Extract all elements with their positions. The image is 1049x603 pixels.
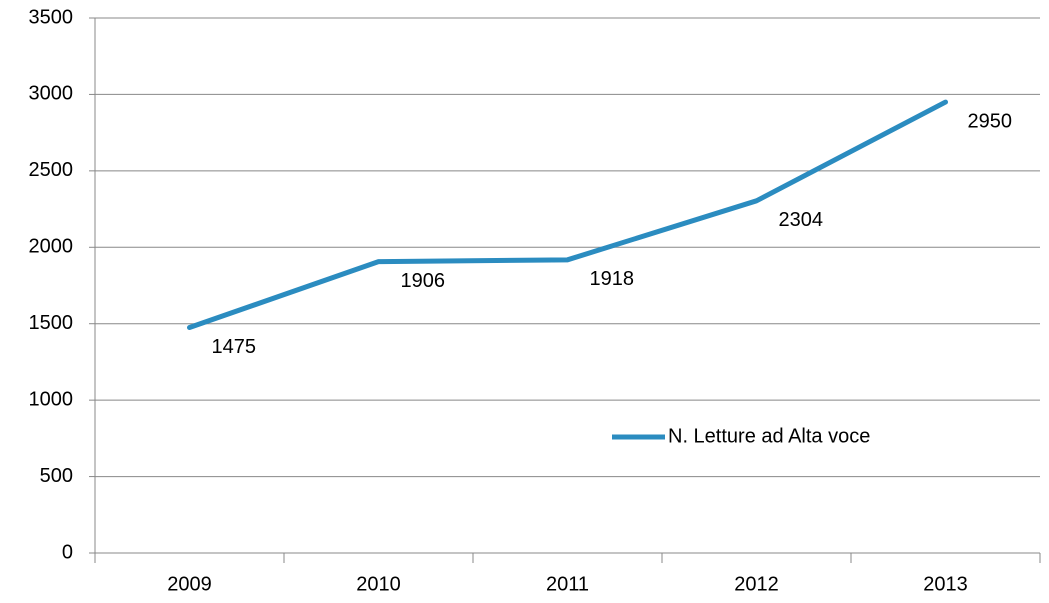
y-tick-label: 500 (40, 465, 73, 487)
data-label: 2950 (968, 110, 1013, 132)
data-label: 2304 (779, 209, 824, 231)
data-label: 1906 (401, 270, 446, 292)
y-tick-label: 1000 (29, 388, 74, 410)
y-tick-label: 3500 (29, 6, 74, 28)
y-tick-label: 1500 (29, 312, 74, 334)
y-tick-label: 2000 (29, 236, 74, 258)
y-tick-label: 3000 (29, 83, 74, 105)
legend-label: N. Letture ad Alta voce (668, 425, 870, 447)
x-tick-label: 2012 (734, 573, 779, 595)
x-tick-label: 2010 (356, 573, 401, 595)
line (187, 99, 948, 331)
y-tick-label: 2500 (29, 159, 74, 181)
y-tick-label: 0 (62, 541, 73, 563)
data-label: 1475 (212, 336, 257, 358)
data-label: 1918 (590, 268, 635, 290)
x-tick-label: 2011 (546, 573, 589, 595)
x-tick-label: 2009 (167, 573, 212, 595)
x-tick-label: 2013 (923, 573, 968, 595)
